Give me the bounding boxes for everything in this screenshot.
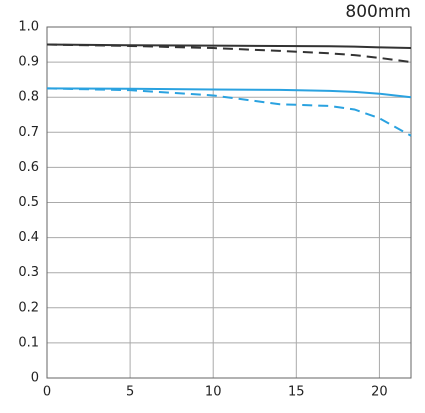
y-tick-label: 0 bbox=[31, 371, 39, 386]
y-tick-label: 0.8 bbox=[18, 90, 39, 105]
y-tick-label: 0.7 bbox=[18, 125, 39, 140]
y-tick-label: 0.6 bbox=[18, 160, 39, 175]
x-tick-label: 15 bbox=[288, 385, 305, 400]
x-tick-label: 0 bbox=[43, 385, 51, 400]
line bbox=[46, 87, 412, 137]
y-tick-label: 1.0 bbox=[18, 20, 39, 35]
y-tick-label: 0.2 bbox=[18, 300, 39, 315]
y-tick-label: 0.1 bbox=[18, 335, 39, 350]
x-tick-label: 5 bbox=[126, 385, 134, 400]
y-tick-label: 0.3 bbox=[18, 265, 39, 280]
y-tick-label: 0.9 bbox=[18, 55, 39, 70]
x-tick-label: 10 bbox=[205, 385, 222, 400]
line bbox=[46, 87, 412, 99]
plot-frame bbox=[46, 26, 412, 379]
line bbox=[46, 43, 412, 64]
y-tick-label: 0.5 bbox=[18, 195, 39, 210]
y-tick-label: 0.4 bbox=[18, 230, 39, 245]
chart-title: 800mm bbox=[345, 2, 411, 22]
x-tick-label: 20 bbox=[371, 385, 388, 400]
